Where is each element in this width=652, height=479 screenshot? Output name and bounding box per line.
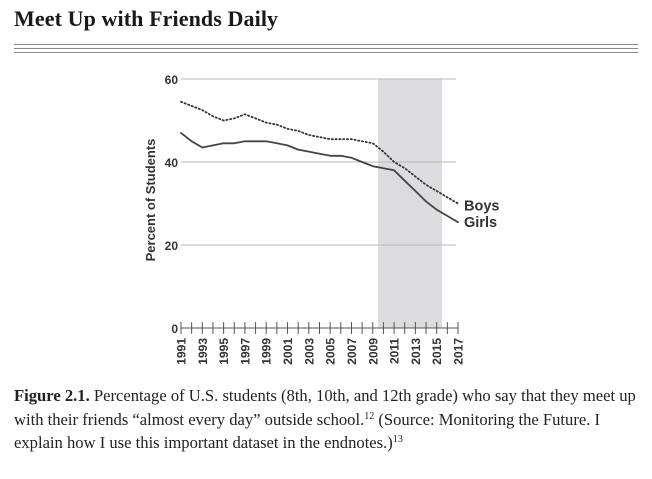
series-line-boys [180,100,459,205]
series-line-girls [180,131,459,224]
x-tick-label: 2009 [366,338,380,365]
y-tick-label: 60 [165,73,179,87]
y-tick-label: 20 [165,239,179,253]
x-tick-label: 2007 [345,338,359,365]
caption-text-1: Percentage of U.S. students (8th, 10th, … [14,386,636,429]
caption-label: Figure 2.1. [14,386,90,405]
y-axis-label: Percent of Students [143,139,158,262]
caption-footnote-1: 12 [364,410,375,422]
x-tick-label: 2011 [388,338,402,364]
title-rule-middle [14,48,638,49]
figure-caption: Figure 2.1. Percentage of U.S. students … [14,384,644,455]
legend-label-boys: Boys [464,199,499,215]
x-tick-label: 2015 [430,338,444,365]
x-tick-label: 2001 [281,338,295,365]
x-tick-label: 1991 [175,338,189,365]
title-rule-top [14,44,638,45]
x-tick-label: 2003 [302,338,316,365]
x-tick-label: 2013 [409,338,423,365]
x-axis: 1991 1993 1995 1997 1999 2001 2003 2005 2007 2009… [175,322,466,365]
highlight-band [378,79,443,328]
page-title: Meet Up with Friends Daily [14,6,279,31]
x-tick-label: 1999 [260,338,274,365]
line-chart: 0 20 40 60 1991 1993 1995 1997 1999 2001 2003 2005… [143,73,499,365]
highlight-band-group [378,79,443,328]
x-tick-label: 2005 [324,338,338,365]
caption-text-2: (Source: Monitoring the Future. I explai… [14,409,601,453]
legend-label-girls: Girls [464,215,497,231]
x-tick-label: 1995 [217,338,231,365]
caption-footnote-2: 13 [392,434,403,445]
series-group [180,100,459,224]
x-tick-label: 1997 [238,338,252,365]
y-tick-label: 40 [165,156,179,170]
x-tick-label: 2017 [452,338,466,365]
title-rule-bottom [14,52,638,53]
y-tick-label: 0 [171,322,178,336]
y-axis: 0 20 40 60 [165,73,456,336]
x-tick-label: 1993 [196,338,210,365]
